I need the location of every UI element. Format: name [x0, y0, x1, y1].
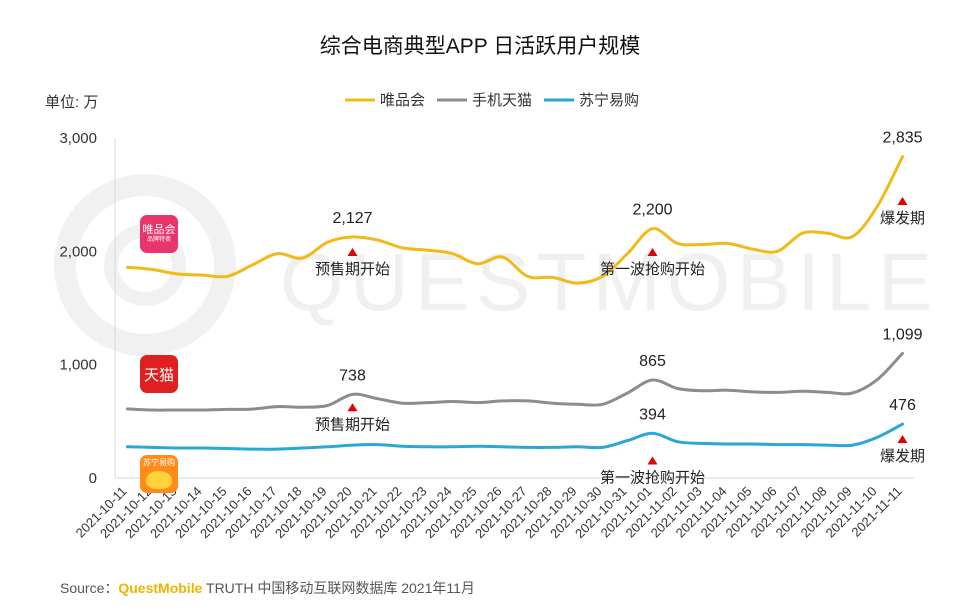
event-marker-icon	[647, 456, 658, 465]
series-lines	[126, 155, 904, 451]
watermark-text: QUESTMOBILE	[280, 237, 938, 328]
y-tick-label: 3,000	[59, 130, 97, 147]
legend-label-vip: 唯品会	[380, 92, 425, 109]
event-marker-icon	[647, 248, 658, 256]
suning-logo-text: 苏宁易购	[143, 458, 175, 467]
annotation-label: 预售期开始	[315, 261, 390, 278]
unit-label: 单位: 万	[45, 94, 99, 111]
y-tick-label: 2,000	[59, 243, 97, 260]
data-label: 2,200	[632, 202, 672, 219]
source-suffix: TRUTH 中国移动互联网数据库 2021年11月	[202, 580, 475, 596]
series-line-tmall	[126, 351, 904, 412]
suning-logo-icon: 苏宁易购	[140, 455, 178, 493]
chart-title: 综合电商典型APP 日活跃用户规模	[319, 35, 641, 58]
event-marker-icon	[897, 197, 908, 205]
event-marker-icon	[347, 248, 358, 256]
series-line-suning	[126, 422, 904, 451]
data-label: 2,127	[332, 210, 372, 227]
legend-label-suning: 苏宁易购	[579, 92, 639, 109]
data-label: 1,099	[882, 326, 922, 343]
annotation-label: 爆发期	[880, 210, 925, 227]
source-note: Source：QuestMobile TRUTH 中国移动互联网数据库 2021…	[60, 578, 475, 598]
data-label: 394	[639, 406, 666, 423]
event-marker-icon	[897, 435, 908, 443]
y-tick-label: 0	[89, 470, 97, 487]
legend-label-tmall: 手机天猫	[472, 92, 532, 109]
annotation-label: 第一波抢购开始	[600, 469, 705, 487]
vip-logo-text: 唯品会	[142, 223, 176, 236]
series-line-vip	[126, 155, 904, 285]
event-marker-icon	[347, 403, 358, 412]
legend: 唯品会 手机天猫 苏宁易购	[345, 92, 639, 109]
annotation-label: 爆发期	[880, 448, 925, 465]
source-brand: QuestMobile	[118, 580, 203, 596]
annotation-label: 第一波抢购开始	[600, 260, 705, 278]
annotation-label: 预售期开始	[315, 416, 390, 433]
vip-logo-icon: 唯品会 品牌特卖	[140, 215, 178, 253]
data-label: 476	[889, 397, 916, 414]
data-label: 738	[339, 367, 366, 384]
source-prefix: Source：	[60, 580, 119, 596]
suning-mascot-icon	[146, 471, 172, 489]
vip-logo-subtext: 品牌特卖	[146, 236, 171, 243]
tmall-logo-text: 天猫	[143, 365, 174, 384]
y-tick-label: 1,000	[59, 357, 97, 374]
watermark: QUESTMOBILE	[54, 174, 938, 356]
tmall-logo-icon: 天猫	[140, 355, 178, 393]
data-label: 865	[639, 353, 666, 370]
data-label: 2,835	[882, 130, 922, 147]
